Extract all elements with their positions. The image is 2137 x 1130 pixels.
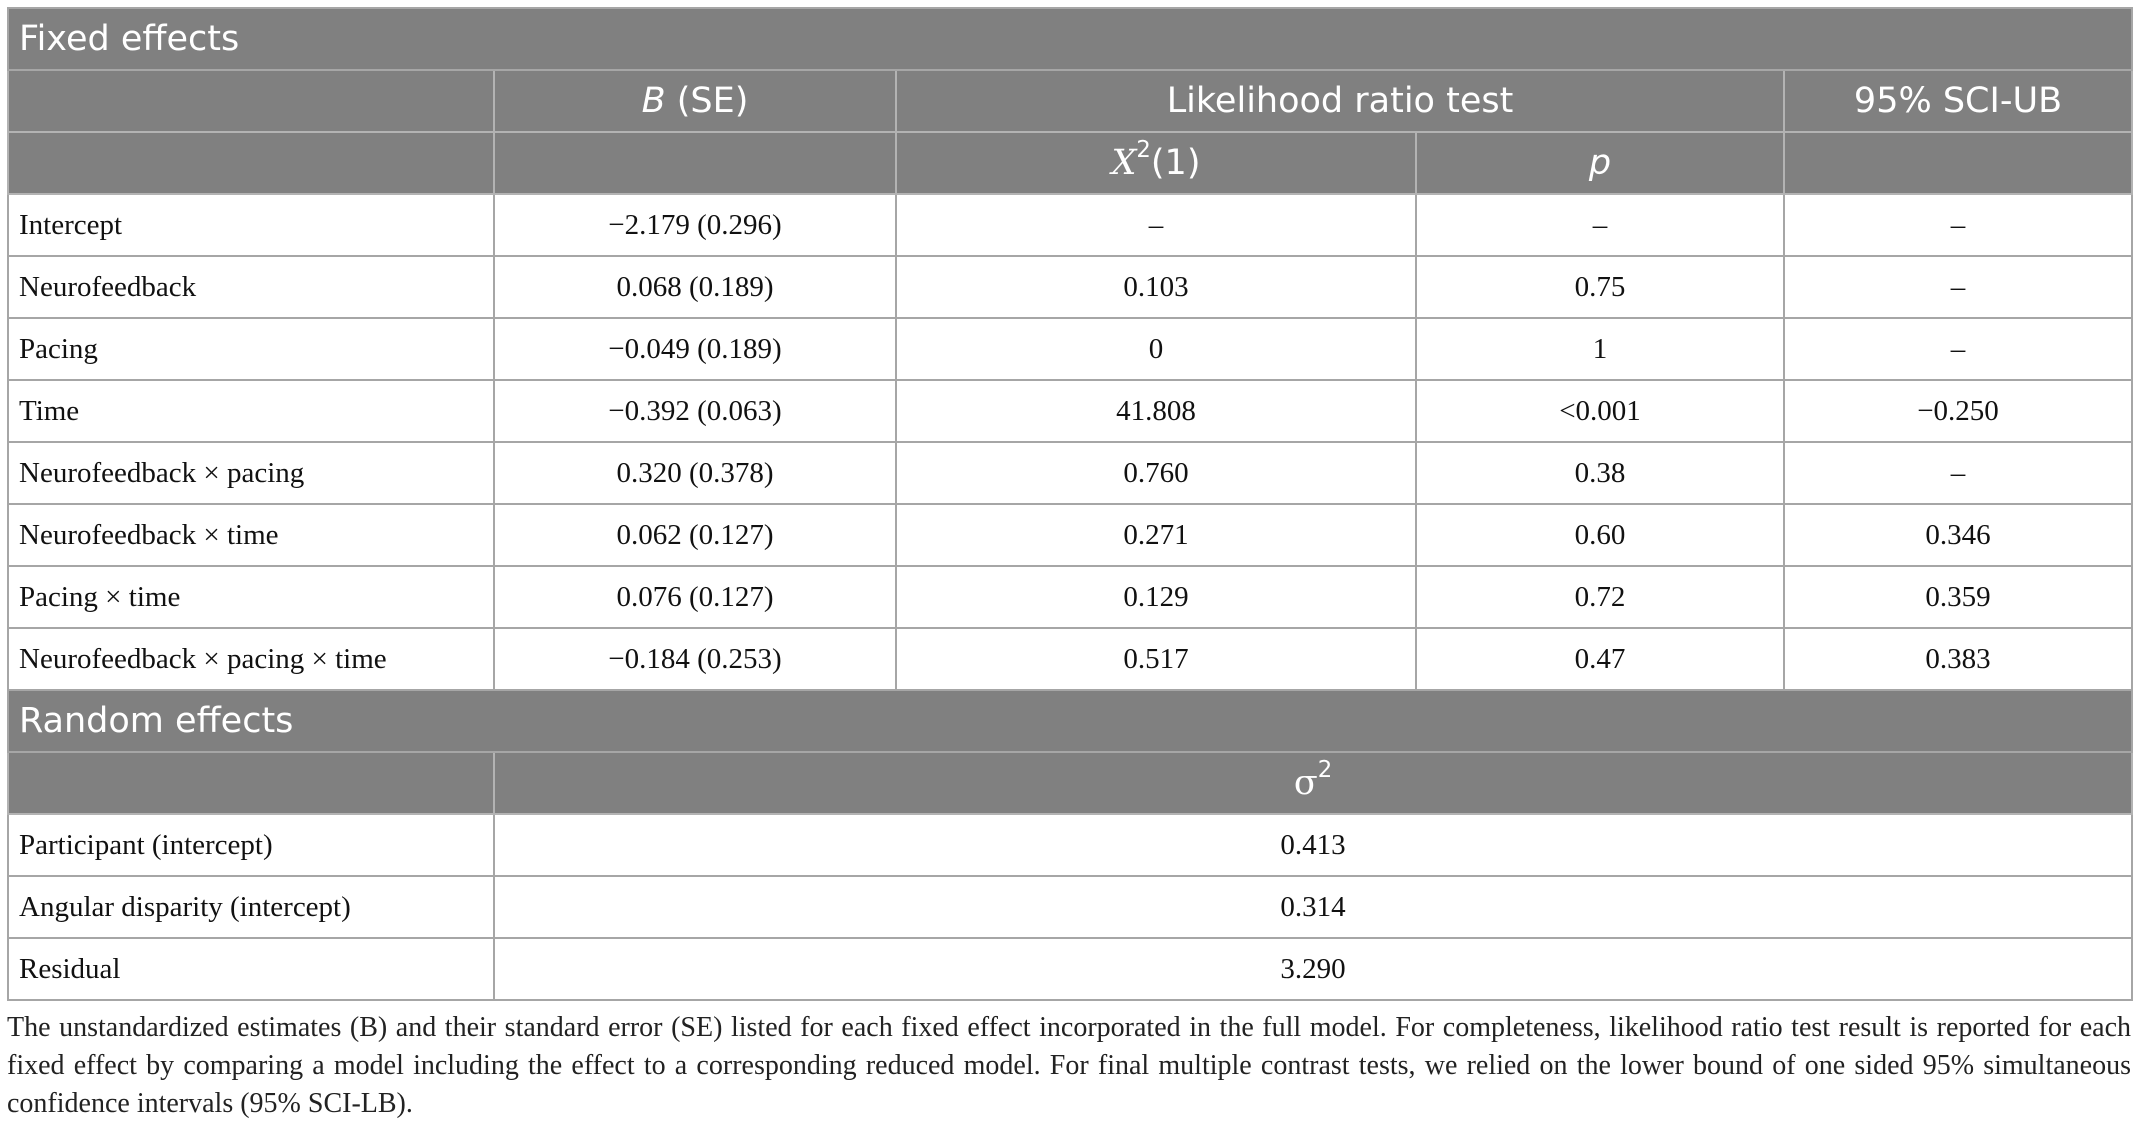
estimate-suffix: (SE) [665,81,749,121]
variance-header: σ2 [492,751,2134,815]
p-value-cell: <0.001 [1415,379,1785,443]
table-row: Time −0.392 (0.063) 41.808 <0.001 −0.250 [7,379,2134,443]
random-header-row: σ2 [7,751,2134,815]
estimate-cell: −2.179 (0.296) [493,193,897,257]
estimate-cell: −0.392 (0.063) [493,379,897,443]
chi-suffix: (1) [1150,143,1201,183]
table-row: Participant (intercept) 0.413 [7,813,2134,877]
p-value-cell: – [1415,193,1785,257]
effect-name: Neurofeedback × pacing [7,441,495,505]
chi-square-cell: 0 [895,317,1417,381]
header-blank [493,131,897,195]
ci-cell: −0.250 [1782,379,2134,443]
fixed-effects-title: Fixed effects [6,7,2134,71]
results-table: Fixed effects B (SE) Likelihood ratio te… [6,7,2134,1001]
ci-cell: – [1782,441,2134,505]
header-blank [7,751,495,815]
estimate-cell: 0.076 (0.127) [493,565,897,629]
results-table-container: Fixed effects B (SE) Likelihood ratio te… [6,7,2134,1001]
variance-cell: 0.314 [492,875,2134,939]
effect-name: Neurofeedback × pacing × time [7,627,495,691]
p-value-cell: 0.75 [1415,255,1785,319]
estimate-cell: 0.062 (0.127) [493,503,897,567]
sigma-superscript: 2 [1317,756,1333,783]
header-blank [7,69,495,133]
table-row: Pacing −0.049 (0.189) 0 1 – [7,317,2134,381]
effect-name: Pacing × time [7,565,495,629]
chi-square-header: X2(1) [895,131,1417,195]
variance-cell: 0.413 [492,813,2134,877]
lrt-header: Likelihood ratio test [895,69,1785,133]
ci-cell: – [1782,255,2134,319]
chi-symbol: X [1111,143,1137,183]
table-row: Angular disparity (intercept) 0.314 [7,875,2134,939]
random-effect-name: Angular disparity (intercept) [7,875,495,939]
ci-cell: 0.346 [1782,503,2134,567]
header-blank [7,131,495,195]
chi-square-cell: – [895,193,1417,257]
p-value-cell: 1 [1415,317,1785,381]
ci-cell: 0.383 [1782,627,2134,691]
estimate-cell: 0.320 (0.378) [493,441,897,505]
estimate-cell: −0.184 (0.253) [493,627,897,691]
p-symbol: p [1588,143,1612,183]
table-row: Residual 3.290 [7,937,2134,1001]
effect-name: Neurofeedback [7,255,495,319]
estimate-header: B (SE) [493,69,897,133]
ci-cell: 0.359 [1782,565,2134,629]
table-row: Pacing × time 0.076 (0.127) 0.129 0.72 0… [7,565,2134,629]
chi-square-cell: 0.129 [895,565,1417,629]
table-row: Neurofeedback × time 0.062 (0.127) 0.271… [7,503,2134,567]
effect-name: Time [7,379,495,443]
chi-square-cell: 41.808 [895,379,1417,443]
p-value-cell: 0.60 [1415,503,1785,567]
table-row: Intercept −2.179 (0.296) – – – [7,193,2134,257]
fixed-header-row-2: X2(1) p [7,131,2134,195]
ci-cell: – [1782,193,2134,257]
p-value-cell: 0.72 [1415,565,1785,629]
estimate-cell: 0.068 (0.189) [493,255,897,319]
estimate-symbol: B [641,81,666,121]
ci-header: 95% SCI-UB [1782,69,2134,133]
table-row: Neurofeedback 0.068 (0.189) 0.103 0.75 – [7,255,2134,319]
chi-superscript: 2 [1136,136,1151,163]
table-row: Neurofeedback × pacing × time −0.184 (0.… [7,627,2134,691]
p-value-cell: 0.38 [1415,441,1785,505]
random-effect-name: Participant (intercept) [7,813,495,877]
p-value-cell: 0.47 [1415,627,1785,691]
ci-cell: – [1782,317,2134,381]
chi-square-cell: 0.103 [895,255,1417,319]
effect-name: Neurofeedback × time [7,503,495,567]
fixed-header-row-1: B (SE) Likelihood ratio test 95% SCI-UB [7,69,2134,133]
chi-square-cell: 0.760 [895,441,1417,505]
random-effects-title: Random effects [6,689,2134,753]
table-row: Neurofeedback × pacing 0.320 (0.378) 0.7… [7,441,2134,505]
fixed-effects-band: Fixed effects [6,7,2134,71]
random-effect-name: Residual [7,937,495,1001]
header-blank [1782,131,2134,195]
estimate-cell: −0.049 (0.189) [493,317,897,381]
sigma-symbol: σ [1293,763,1318,803]
variance-cell: 3.290 [492,937,2134,1001]
effect-name: Pacing [7,317,495,381]
random-effects-band: Random effects [6,689,2134,753]
p-header: p [1415,131,1785,195]
table-footnote: The unstandardized estimates (B) and the… [7,1012,2131,1119]
effect-name: Intercept [7,193,495,257]
chi-square-cell: 0.517 [895,627,1417,691]
chi-square-cell: 0.271 [895,503,1417,567]
